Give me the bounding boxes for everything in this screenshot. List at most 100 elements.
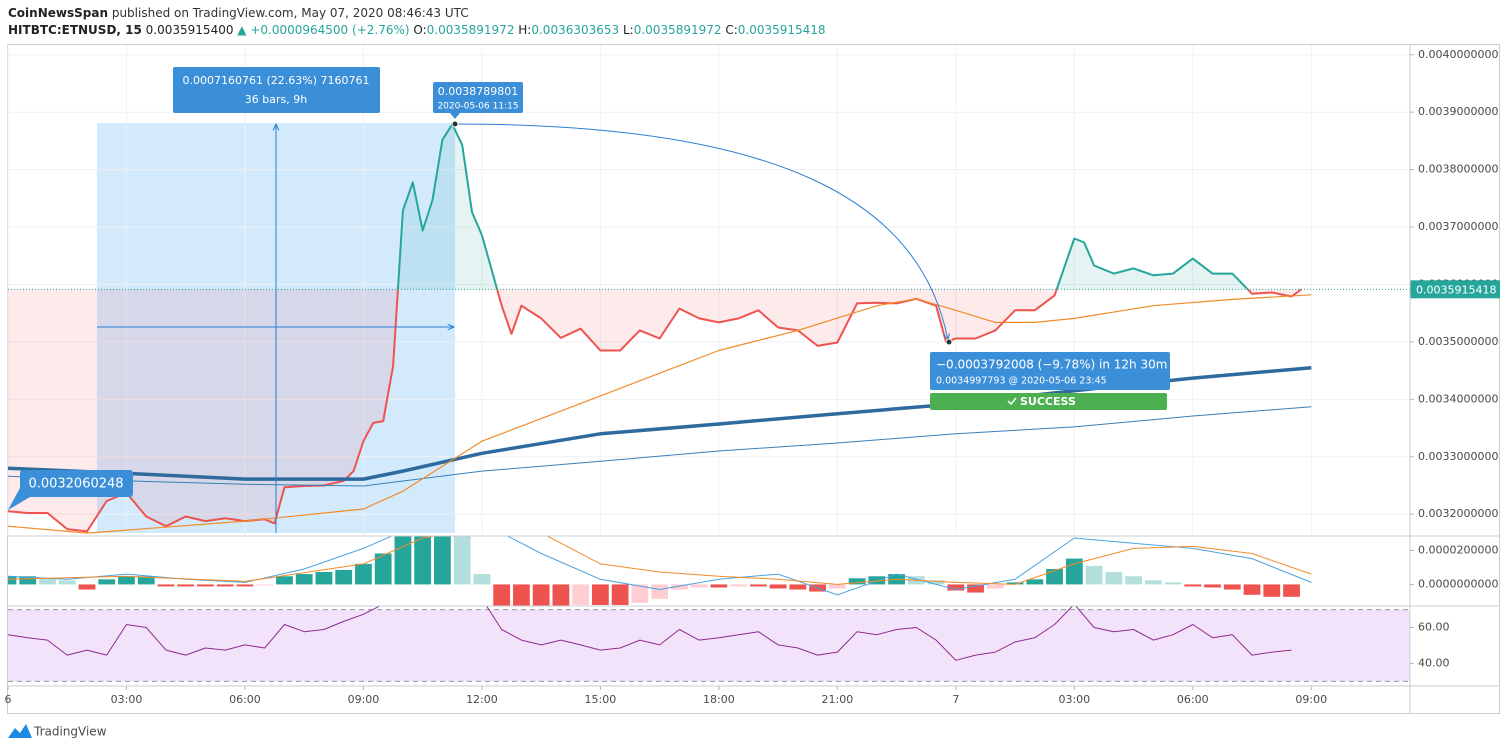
series-line	[8, 365, 1312, 481]
high-label: 0.0038789801	[438, 85, 518, 98]
y-tick-label: 0.0035000000	[1418, 335, 1498, 348]
y-tick-label: 40.00	[1418, 656, 1450, 669]
histogram-bar	[394, 536, 412, 585]
histogram-bar	[848, 578, 866, 585]
high-time: 2020-05-06 11:15	[437, 102, 518, 112]
ohlc-value: 0.0036303653	[531, 23, 619, 37]
ohlc-label: H:	[518, 23, 531, 37]
histogram-bar	[986, 584, 1004, 589]
histogram	[8, 536, 1312, 606]
histogram-bar	[374, 553, 392, 585]
change: ▲ +0.0000964500 (+2.76%)	[237, 23, 409, 37]
publish-line: CoinNewsSpan published on TradingView.co…	[8, 6, 469, 20]
start-label-box	[20, 470, 133, 497]
published: published on TradingView.com, May 07, 20…	[112, 6, 469, 20]
symbol: HITBTC:ETNUSD, 15	[8, 23, 142, 37]
histogram-bar	[315, 572, 333, 585]
histogram-bar	[414, 536, 432, 585]
last-price-label: 0.0035915418	[1416, 283, 1496, 296]
histogram-bar	[947, 584, 965, 591]
chart-frame	[7, 44, 1500, 714]
x-tick-label: 03:00	[1058, 693, 1090, 706]
y-tick-label: 0.0040000000	[1418, 48, 1498, 61]
histogram-bar	[355, 563, 372, 585]
histogram-bar	[1006, 582, 1024, 585]
high-label-box	[433, 82, 523, 113]
status-box	[930, 393, 1167, 410]
footer-brand: TradingView	[33, 725, 107, 739]
histogram-bar	[8, 576, 17, 585]
histogram-bar	[1144, 580, 1162, 585]
price-area-below	[8, 289, 1302, 532]
histogram-bar	[1184, 584, 1202, 587]
histogram-bar	[868, 576, 886, 585]
y-tick-label: 0.0039000000	[1418, 105, 1498, 118]
histogram-bar	[276, 576, 293, 585]
measure-label: 0.0007160761 (22.63%) 7160761	[183, 74, 370, 87]
histogram-bar	[118, 576, 135, 585]
ohlc-label: C:	[725, 23, 737, 37]
indicator-line	[8, 536, 1312, 596]
drop-detail: 0.0034997793 @ 2020-05-06 23:45	[936, 376, 1107, 387]
x-tick-label: 03:00	[111, 693, 143, 706]
histogram-bar	[493, 584, 511, 606]
histogram-bar	[1164, 582, 1182, 585]
histogram-bar	[177, 584, 195, 587]
measure-bars: 36 bars, 9h	[245, 93, 307, 106]
rsi-band	[8, 609, 1410, 682]
y-tick-label: 0.0000200000	[1418, 543, 1498, 556]
ohlc-value: 0.0035915418	[738, 23, 826, 37]
histogram-bar	[335, 569, 353, 585]
x-tick-label: 21:00	[822, 693, 854, 706]
y-tick-label: 0.0032000000	[1418, 507, 1498, 520]
indicator-line	[8, 536, 1312, 585]
histogram-bar	[1263, 584, 1281, 597]
x-tick-label: 09:00	[1295, 693, 1327, 706]
histogram-bar	[967, 584, 984, 593]
high-dot	[451, 120, 459, 128]
drop-label: −0.0003792008 (−9.78%) in 12h 30m	[936, 358, 1167, 372]
histogram-bar	[710, 584, 728, 588]
price-line-above	[396, 123, 1302, 290]
histogram-bar	[552, 584, 570, 606]
histogram-bar	[473, 574, 491, 585]
x-tick-label: 12:00	[466, 693, 498, 706]
histogram-bar	[137, 576, 155, 585]
author: CoinNewsSpan	[8, 6, 108, 20]
histogram-bar	[828, 584, 846, 589]
histogram-bar	[1223, 584, 1241, 590]
histogram-bar	[670, 584, 688, 590]
y-tick-label: 0.0034000000	[1418, 392, 1498, 405]
pane-lines	[8, 606, 1410, 682]
histogram-bar	[1125, 576, 1142, 585]
x-tick-label: 09:00	[348, 693, 380, 706]
y-tick-label: 0.0038000000	[1418, 163, 1498, 176]
histogram-bar	[1085, 565, 1103, 585]
low-dot	[945, 338, 953, 346]
last-price-box	[1410, 280, 1500, 299]
y-tick-label: 0.0033000000	[1418, 450, 1498, 463]
symbol-line: HITBTC:ETNUSD, 15 0.0035915400 ▲ +0.0000…	[8, 23, 826, 37]
histogram-bar	[58, 580, 76, 585]
histogram-bar	[769, 584, 787, 589]
histogram-bar	[513, 584, 530, 606]
histogram-bar	[1026, 579, 1044, 585]
histogram-bar	[1046, 568, 1063, 585]
measure-label-box	[173, 67, 380, 113]
histogram-bar	[1105, 572, 1123, 585]
status-label: SUCCESS	[1020, 395, 1076, 408]
above-group	[8, 123, 1302, 290]
histogram-bar	[78, 584, 96, 590]
price: 0.0035915400	[146, 23, 234, 37]
x-tick-label: 18:00	[703, 693, 735, 706]
drop-label-box	[930, 352, 1170, 390]
series-line	[8, 406, 1312, 487]
ohlc-value: 0.0035891972	[427, 23, 515, 37]
high-pointer	[450, 113, 460, 119]
y-tick-label: 0.0000000000	[1418, 577, 1498, 590]
histogram-bar	[236, 584, 254, 587]
footer-logo	[8, 724, 32, 738]
histogram-bar	[927, 580, 945, 585]
histogram-bar	[572, 584, 590, 605]
